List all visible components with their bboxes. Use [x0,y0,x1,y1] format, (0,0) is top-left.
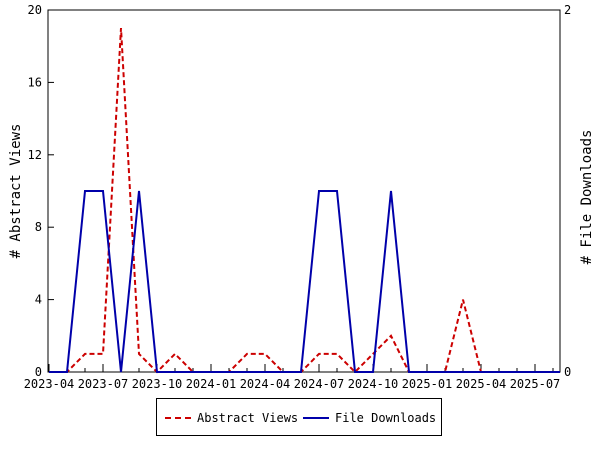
legend-swatch-abstract-views [165,417,191,419]
x-tick-label: 2023-10 [132,377,183,391]
y-axis-label-left: # Abstract Views [8,124,24,259]
x-tick-label: 2025-01 [402,377,453,391]
legend: Abstract Views File Downloads [156,398,442,436]
y-tick-label-left: 8 [35,220,42,234]
axes [47,9,561,373]
legend-item-abstract-views: Abstract Views [165,410,298,426]
series-line-abstract-views [49,28,560,374]
x-tick-label: 2024-07 [294,377,345,391]
x-tick-label: 2023-07 [78,377,129,391]
y-axis-label-right: # File Downloads [579,130,595,265]
legend-item-file-downloads: File Downloads [303,410,436,426]
x-tick-label: 2024-04 [240,377,291,391]
legend-swatch-file-downloads [303,417,329,419]
x-tick-label: 2025-07 [510,377,561,391]
y-tick-label-left: 4 [35,293,42,307]
legend-label-abstract-views: Abstract Views [197,411,299,425]
y-tick-label-right: 2 [564,3,571,17]
y-tick-label-left: 0 [35,365,42,379]
series-layer [49,28,560,374]
y-tick-label-left: 20 [28,3,42,17]
axis-labels: # Abstract Views # File Downloads [8,124,595,265]
x-tick-label: 2023-04 [24,377,75,391]
legend-label-file-downloads: File Downloads [335,411,437,425]
x-tick-label: 2024-10 [348,377,399,391]
series-line-file-downloads [49,190,560,373]
y-tick-label-left: 16 [28,75,42,89]
plot-frame [47,9,561,373]
y-tick-label-right: 0 [564,365,571,379]
x-tick-label: 2024-01 [186,377,237,391]
y-tick-label-left: 12 [28,148,42,162]
x-tick-label: 2025-04 [456,377,507,391]
